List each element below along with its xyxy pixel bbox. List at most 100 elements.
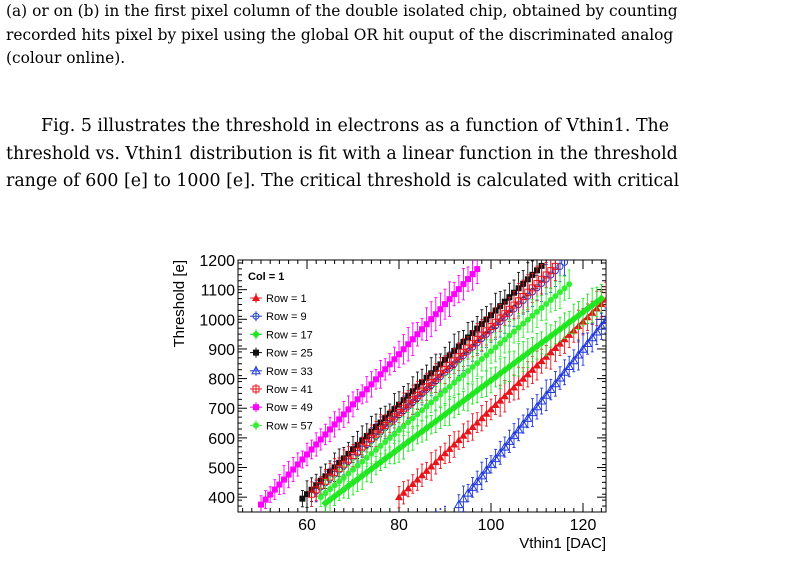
data-point — [556, 263, 564, 271]
data-point — [399, 441, 408, 450]
x-tick-label: 100 — [478, 517, 505, 534]
legend-marker — [252, 385, 260, 393]
y-tick-label: 500 — [208, 461, 235, 478]
data-point — [327, 426, 333, 433]
data-point — [395, 409, 403, 417]
data-point — [336, 478, 343, 485]
data-point — [368, 450, 375, 457]
paragraph-line: threshold vs. Vthin1 distribution is fit… — [6, 143, 678, 164]
data-point — [322, 431, 329, 438]
data-point — [453, 499, 464, 509]
legend-item: Row = 49 — [250, 402, 313, 414]
data-point — [474, 266, 481, 273]
data-point — [477, 414, 486, 422]
data-point — [481, 465, 492, 474]
data-point — [419, 326, 425, 333]
data-point — [496, 314, 504, 322]
data-point — [528, 284, 536, 292]
data-point — [313, 441, 320, 448]
data-point — [262, 496, 269, 503]
data-point — [587, 332, 598, 342]
y-tick-label: 1200 — [199, 253, 235, 270]
data-point — [385, 451, 394, 460]
data-point — [591, 327, 602, 336]
y-axis-label: Threshold [e] — [171, 260, 188, 348]
data-point — [340, 411, 347, 418]
data-point — [345, 470, 352, 477]
data-point — [519, 292, 527, 300]
plot-frame — [237, 259, 607, 513]
data-point — [469, 340, 477, 348]
legend-label: Row = 33 — [266, 366, 313, 378]
data-point — [308, 446, 315, 453]
data-point — [476, 470, 487, 480]
data-point — [258, 501, 264, 508]
data-point — [582, 338, 593, 348]
data-point — [509, 430, 519, 440]
paragraph-line: Fig. 5 illustrates the threshold in elec… — [41, 116, 670, 136]
data-point — [547, 267, 555, 275]
data-point — [390, 413, 398, 421]
body-paragraph: Fig. 5 illustrates the threshold in elec… — [6, 113, 782, 196]
data-point — [501, 310, 509, 318]
legend-label: Row = 49 — [266, 402, 313, 414]
data-point — [478, 331, 486, 339]
data-point — [499, 442, 510, 451]
data-point — [465, 276, 471, 283]
data-point — [376, 458, 385, 467]
fit-line — [380, 283, 570, 447]
data-point — [472, 476, 483, 486]
data-point — [395, 493, 403, 501]
data-point — [451, 291, 458, 298]
data-point — [404, 484, 413, 492]
data-point — [555, 373, 565, 382]
y-tick-label: 700 — [208, 401, 235, 418]
data-point — [459, 431, 468, 439]
data-point — [536, 396, 547, 405]
data-point — [373, 446, 379, 453]
data-point — [399, 488, 408, 496]
y-tick-label: 800 — [208, 372, 235, 389]
data-point — [504, 436, 515, 445]
data-point — [487, 323, 495, 331]
data-point — [373, 376, 379, 383]
data-point — [331, 421, 338, 428]
legend-label: Row = 1 — [266, 293, 307, 305]
legend-label: Row = 41 — [266, 384, 313, 396]
data-point — [330, 492, 339, 501]
data-point — [418, 471, 426, 479]
legend-item: Row = 1 — [250, 293, 307, 305]
legend-marker — [253, 422, 259, 429]
legend-marker — [253, 404, 259, 411]
x-axis-label: Vthin1 [DAC] — [519, 535, 606, 552]
data-point — [340, 474, 347, 481]
legend-item: Row = 17 — [250, 329, 313, 341]
data-point — [441, 449, 449, 457]
paragraph-line: range of 600 [e] to 1000 [e]. The critic… — [6, 171, 680, 192]
data-point — [363, 454, 370, 461]
data-point — [513, 424, 524, 434]
data-point — [545, 384, 556, 394]
data-point — [446, 296, 453, 303]
data-point — [308, 490, 316, 498]
data-point — [395, 444, 403, 453]
data-point — [542, 271, 550, 279]
data-point — [331, 482, 338, 489]
data-point — [409, 396, 417, 404]
data-point — [441, 366, 449, 374]
legend-label: Row = 57 — [266, 420, 313, 432]
legend-item: Row = 41 — [250, 384, 313, 396]
data-point — [409, 336, 416, 343]
data-point — [363, 439, 371, 447]
data-point — [515, 297, 523, 305]
legend-item: Row = 9 — [250, 311, 307, 323]
data-point — [276, 481, 283, 488]
data-point — [522, 413, 533, 422]
data-point — [413, 475, 422, 483]
data-point — [336, 416, 343, 423]
data-point — [442, 301, 448, 308]
data-point — [299, 456, 306, 463]
data-point — [469, 271, 476, 278]
data-point — [578, 344, 588, 353]
data-point — [281, 476, 287, 483]
